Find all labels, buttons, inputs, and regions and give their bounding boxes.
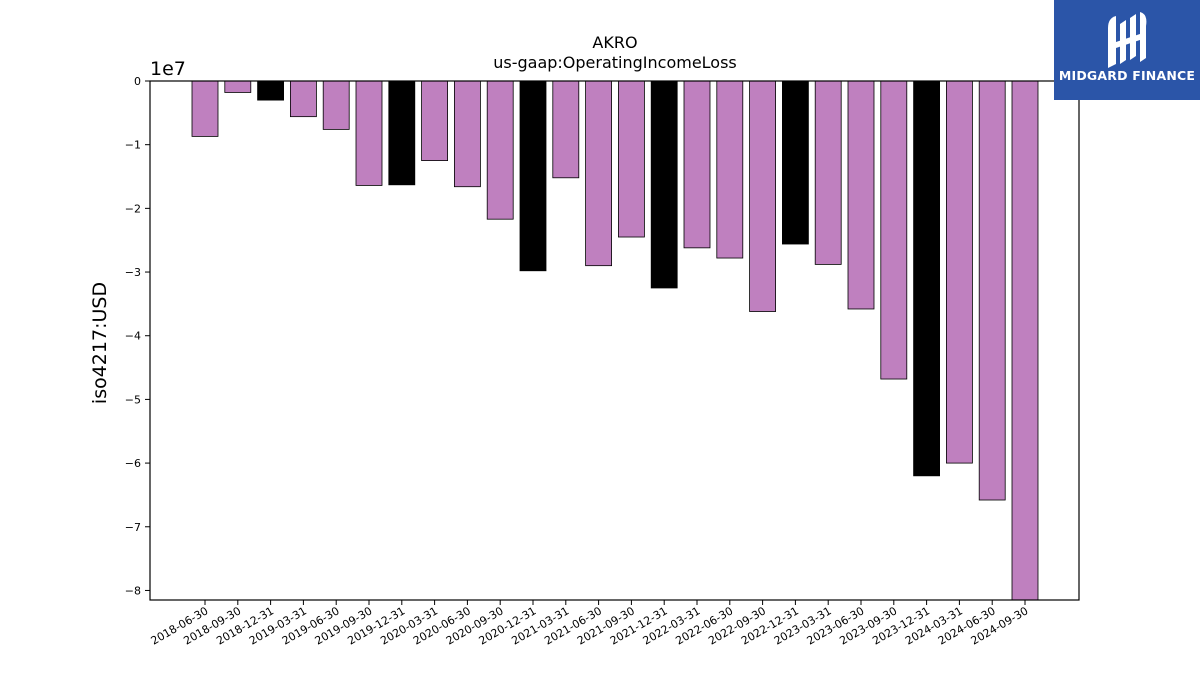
bar-2024-03-31 xyxy=(946,80,973,464)
chart-title: AKRO xyxy=(592,33,637,52)
bars-group xyxy=(191,80,1039,601)
bar-2022-06-30 xyxy=(716,80,744,259)
y-tick-label: −5 xyxy=(125,393,141,406)
bar-2022-09-30 xyxy=(749,80,776,312)
brand-name: MIDGARD FINANCE xyxy=(1058,68,1196,83)
bar-2024-09-30 xyxy=(1011,80,1039,601)
bar-2023-09-30 xyxy=(880,80,908,380)
bar-2021-03-31 xyxy=(552,80,580,179)
chart-subtitle: us-gaap:OperatingIncomeLoss xyxy=(493,53,737,72)
bar-2023-06-30 xyxy=(847,80,875,310)
bar-2020-06-30 xyxy=(453,80,481,188)
x-axis-ticks: 2018-06-302018-09-302018-12-312019-03-31… xyxy=(149,600,1031,648)
y-axis-label: iso4217:USD xyxy=(89,282,111,404)
bar-2020-03-31 xyxy=(421,80,449,162)
bar-2020-12-31 xyxy=(519,80,547,272)
bar-2020-09-30 xyxy=(486,80,514,220)
y-tick-label: −8 xyxy=(125,584,141,597)
midgard-logo-icon xyxy=(1108,12,1147,68)
bar-2019-09-30 xyxy=(355,80,383,186)
bar-2023-12-31 xyxy=(913,80,940,477)
plot-frame xyxy=(149,80,1080,601)
bar-2018-12-31 xyxy=(257,80,285,101)
y-tick-label: −1 xyxy=(125,139,141,152)
bar-2021-12-31 xyxy=(650,80,678,289)
y-axis-ticks: 0 −1 −2 −3 −4 −5 −6 −7 −8 xyxy=(125,75,150,597)
midgard-finance-logo: MIDGARD FINANCE xyxy=(1054,0,1200,100)
y-tick-label: −2 xyxy=(125,202,141,215)
bar-2023-03-31 xyxy=(814,80,842,265)
y-tick-label: 0 xyxy=(134,75,141,88)
y-tick-label: −4 xyxy=(125,330,141,343)
y-tick-label: −6 xyxy=(125,457,141,470)
bar-2019-03-31 xyxy=(289,80,317,118)
bar-2021-06-30 xyxy=(585,80,612,267)
bar-2019-06-30 xyxy=(322,80,350,130)
bar-2018-06-30 xyxy=(191,80,219,137)
bar-2021-09-30 xyxy=(618,80,645,238)
y-offset-text: 1e7 xyxy=(150,58,186,80)
y-tick-label: −3 xyxy=(125,266,141,279)
bar-2019-12-31 xyxy=(388,80,416,186)
bar-2018-09-30 xyxy=(224,80,252,93)
y-tick-label: −7 xyxy=(125,521,141,534)
bar-2022-12-31 xyxy=(782,80,809,245)
bar-2024-06-30 xyxy=(978,80,1006,501)
bar-2022-03-31 xyxy=(683,80,711,249)
